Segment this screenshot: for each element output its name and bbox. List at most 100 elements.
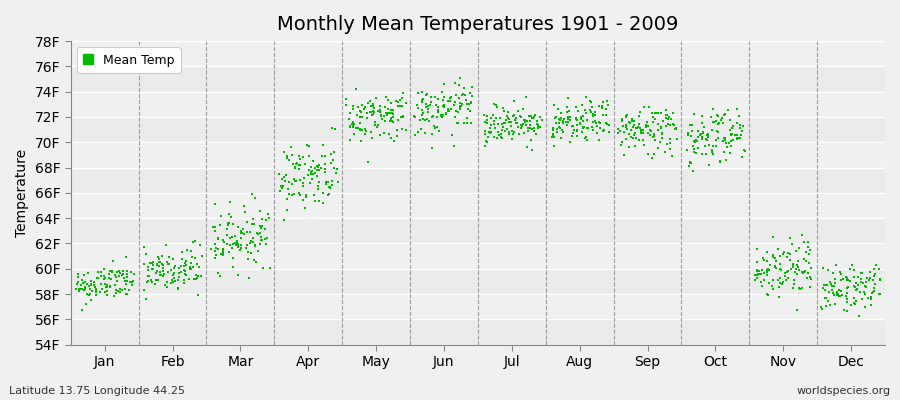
Point [724, 143, 738, 150]
Point [439, 110, 454, 117]
Point [298, 161, 312, 168]
Point [868, 271, 882, 277]
Point [368, 122, 382, 128]
Point [374, 116, 389, 122]
Point [554, 135, 569, 142]
Point [569, 116, 583, 122]
Point [288, 178, 302, 184]
Point [769, 265, 783, 272]
Point [548, 114, 562, 121]
Point [750, 246, 764, 252]
Point [700, 132, 715, 138]
Point [302, 143, 316, 149]
Point [827, 292, 842, 298]
Point [119, 291, 133, 297]
Point [702, 142, 716, 148]
Point [546, 130, 561, 137]
Point [185, 239, 200, 245]
Point [94, 269, 108, 276]
Point [774, 266, 788, 273]
Point [416, 96, 430, 102]
Point [231, 242, 246, 249]
Point [110, 278, 124, 284]
Point [724, 131, 739, 138]
Point [826, 290, 841, 296]
Point [259, 235, 274, 241]
Point [586, 118, 600, 125]
Point [76, 286, 91, 293]
Point [487, 134, 501, 140]
Point [451, 108, 465, 115]
Point [364, 129, 378, 135]
Point [668, 126, 682, 132]
Point [867, 273, 881, 280]
Point [751, 270, 765, 277]
Point [366, 105, 381, 112]
Point [250, 230, 265, 236]
Point [90, 275, 104, 281]
Point [148, 280, 163, 287]
Point [324, 151, 338, 158]
Point [320, 179, 335, 185]
Point [97, 266, 112, 272]
Point [592, 103, 607, 110]
Point [651, 110, 665, 116]
Point [698, 143, 713, 150]
Point [701, 132, 716, 138]
Point [123, 269, 138, 276]
Point [554, 110, 568, 116]
Point [315, 142, 329, 148]
Point [447, 80, 462, 86]
Point [529, 131, 544, 137]
Point [804, 265, 818, 271]
Point [80, 281, 94, 287]
Point [826, 270, 841, 276]
Point [487, 100, 501, 107]
Point [84, 278, 98, 284]
Point [724, 132, 738, 138]
Point [634, 127, 648, 134]
Point [682, 159, 697, 165]
Point [577, 124, 591, 130]
Point [847, 283, 861, 290]
Point [501, 118, 516, 125]
Point [778, 273, 793, 279]
Point [525, 126, 539, 132]
Point [415, 97, 429, 103]
Point [464, 100, 479, 106]
Point [666, 110, 680, 116]
Point [688, 139, 702, 146]
Point [453, 75, 467, 82]
Point [179, 272, 194, 278]
Point [724, 138, 738, 144]
Point [598, 120, 613, 126]
Point [689, 150, 704, 156]
Point [709, 136, 724, 143]
Point [847, 299, 861, 306]
Point [311, 178, 326, 185]
Point [415, 112, 429, 118]
Point [278, 172, 293, 178]
Point [415, 98, 429, 105]
Point [773, 280, 788, 286]
Point [830, 290, 844, 296]
Point [636, 104, 651, 110]
Point [760, 269, 774, 276]
Point [595, 102, 609, 109]
Point [713, 159, 727, 165]
Point [706, 151, 720, 158]
Point [220, 241, 234, 247]
Point [562, 117, 577, 124]
Point [374, 103, 388, 109]
Point [328, 149, 342, 155]
Point [706, 127, 720, 133]
Point [834, 292, 849, 299]
Point [125, 282, 140, 288]
Point [94, 269, 108, 275]
Point [766, 234, 780, 240]
Point [561, 118, 575, 125]
Point [646, 134, 661, 140]
Point [298, 205, 312, 212]
Point [864, 294, 878, 300]
Point [328, 126, 342, 132]
